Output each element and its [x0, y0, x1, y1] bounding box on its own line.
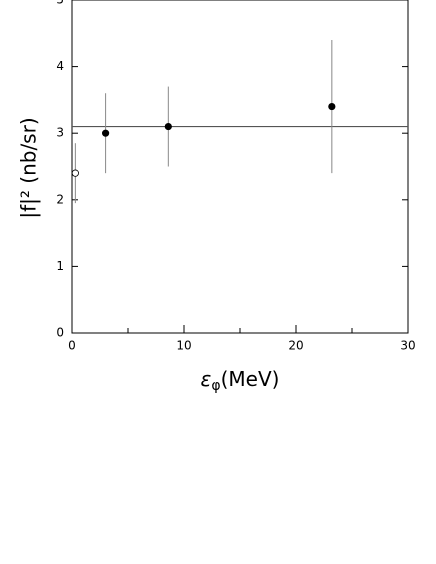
point [102, 129, 110, 137]
x-tick-label: 30 [400, 339, 415, 353]
y-tick-label: 0 [56, 326, 64, 340]
plot-frame [71, 0, 409, 334]
x-tick-label: 0 [68, 339, 76, 353]
y-tick-label: 2 [56, 192, 64, 206]
y-axis-label: |f|² (nb/sr) [17, 117, 41, 218]
x-tick-label: 20 [288, 339, 303, 353]
y-tick-label: 5 [56, 0, 64, 7]
y-tick-label: 3 [56, 126, 64, 140]
x-label-unit: (MeV) [221, 367, 280, 391]
x-axis-label: εφ(MeV) [201, 367, 280, 395]
x-label-symbol: ε [201, 367, 212, 391]
point [328, 102, 336, 111]
y-tick-label: 4 [56, 59, 64, 73]
x-label-subscript: φ [211, 378, 220, 394]
point [164, 122, 172, 131]
x-tick-label: 10 [176, 339, 191, 353]
point [71, 169, 79, 177]
y-tick-label: 1 [56, 259, 64, 273]
